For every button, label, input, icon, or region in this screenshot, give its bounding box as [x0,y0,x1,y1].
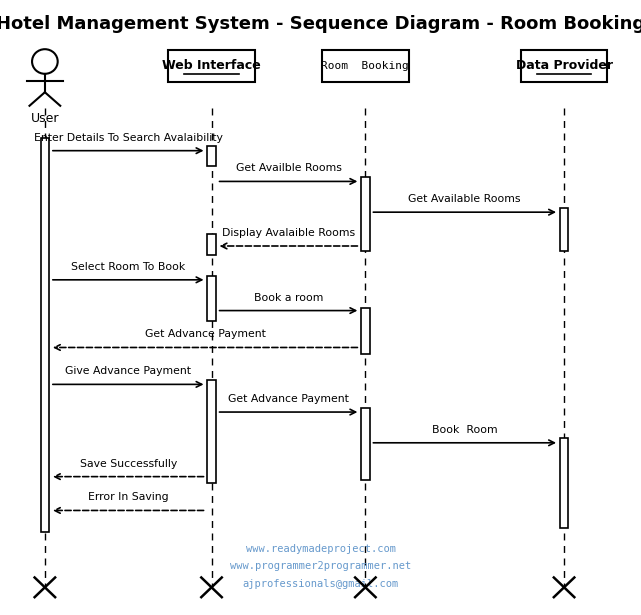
Text: Error In Saving: Error In Saving [88,493,169,502]
Text: Display Avalaible Rooms: Display Avalaible Rooms [222,228,355,238]
Text: Book  Room: Book Room [432,425,497,435]
Text: Get Availble Rooms: Get Availble Rooms [235,164,342,173]
Bar [322,50,409,82]
Text: Room  Booking: Room Booking [322,61,409,71]
Text: Book a room: Book a room [254,293,323,303]
Bar [362,308,370,354]
Text: www.programmer2programmer.net: www.programmer2programmer.net [230,561,411,571]
Text: Hotel Management System - Sequence Diagram - Room Booking: Hotel Management System - Sequence Diagr… [0,15,641,33]
Bar [41,138,49,532]
Bar [560,208,568,251]
Bar [362,408,370,480]
Text: Enter Details To Search Avalaibility: Enter Details To Search Avalaibility [34,133,222,143]
Bar [208,380,215,483]
Text: Data Provider: Data Provider [515,59,613,73]
Text: www.readymadeproject.com: www.readymadeproject.com [246,544,395,554]
Text: Get Available Rooms: Get Available Rooms [408,194,521,204]
Text: Save Successfully: Save Successfully [79,459,177,469]
Bar [362,177,370,251]
Text: Get Advance Payment: Get Advance Payment [145,330,265,339]
Bar [208,234,215,255]
Text: Select Room To Book: Select Room To Book [71,262,185,272]
Bar [208,276,215,321]
Bar [520,50,608,82]
Text: Web Interface: Web Interface [162,59,261,73]
Text: Get Advance Payment: Get Advance Payment [228,394,349,404]
Bar [168,50,255,82]
Text: ajprofessionals@gmail.com: ajprofessionals@gmail.com [242,579,399,589]
Bar [208,146,215,166]
Text: User: User [31,112,59,125]
Bar [560,438,568,528]
Text: Give Advance Payment: Give Advance Payment [65,367,191,376]
